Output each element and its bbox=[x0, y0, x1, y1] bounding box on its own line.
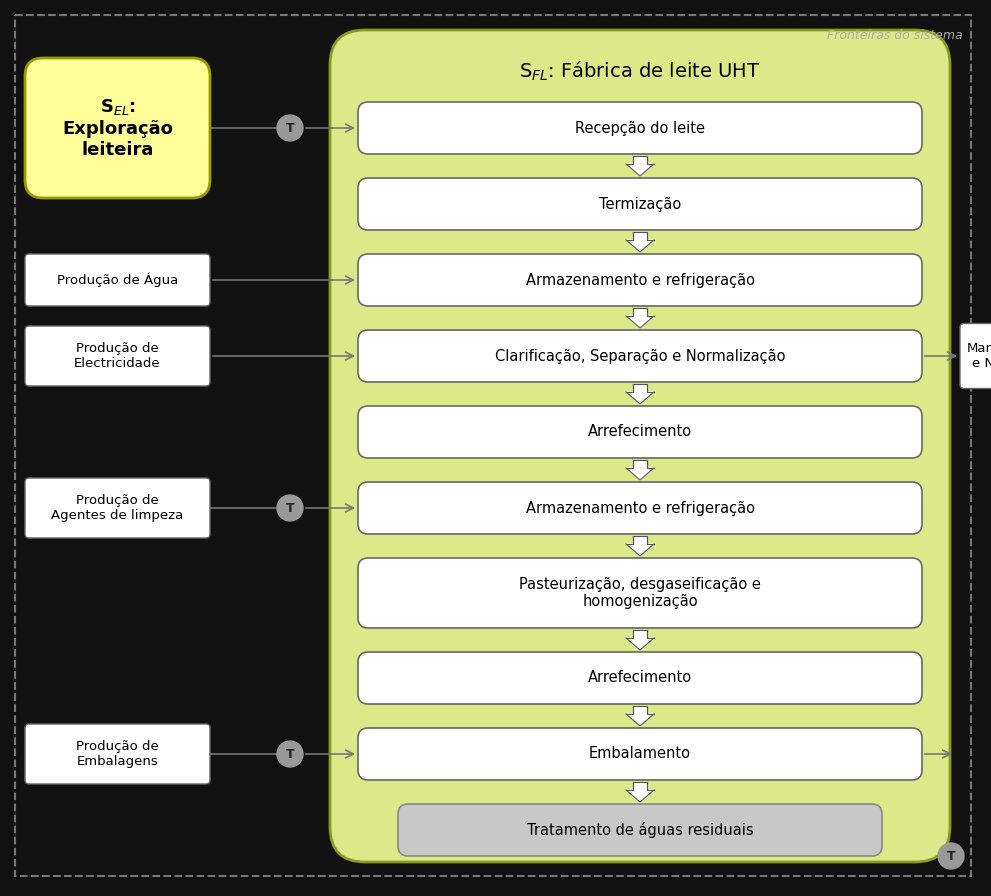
Polygon shape bbox=[626, 790, 654, 802]
FancyBboxPatch shape bbox=[633, 308, 647, 316]
Text: Armazenamento e refrigeração: Armazenamento e refrigeração bbox=[525, 501, 754, 515]
FancyBboxPatch shape bbox=[358, 728, 922, 780]
FancyBboxPatch shape bbox=[358, 482, 922, 534]
FancyBboxPatch shape bbox=[25, 254, 210, 306]
Text: S$_{FL}$: Fábrica de leite UHT: S$_{FL}$: Fábrica de leite UHT bbox=[519, 60, 760, 83]
FancyBboxPatch shape bbox=[25, 724, 210, 784]
Text: Produção de
Agentes de limpeza: Produção de Agentes de limpeza bbox=[52, 494, 183, 522]
Polygon shape bbox=[626, 638, 654, 650]
Text: Fronteiras do sistema: Fronteiras do sistema bbox=[827, 29, 963, 42]
Text: Pasteurização, desgaseificação e
homogenização: Pasteurização, desgaseificação e homogen… bbox=[519, 577, 761, 609]
Text: Embalamento: Embalamento bbox=[589, 746, 691, 762]
Text: Arrefecimento: Arrefecimento bbox=[588, 670, 692, 685]
FancyBboxPatch shape bbox=[633, 460, 647, 468]
FancyBboxPatch shape bbox=[633, 536, 647, 544]
FancyBboxPatch shape bbox=[633, 630, 647, 638]
Circle shape bbox=[277, 741, 303, 767]
Text: T: T bbox=[285, 502, 294, 514]
FancyBboxPatch shape bbox=[330, 30, 950, 862]
FancyBboxPatch shape bbox=[358, 652, 922, 704]
FancyBboxPatch shape bbox=[633, 706, 647, 714]
Polygon shape bbox=[626, 240, 654, 252]
Text: Manteiga
e Natas: Manteiga e Natas bbox=[966, 342, 991, 370]
Polygon shape bbox=[626, 468, 654, 480]
Circle shape bbox=[277, 115, 303, 141]
FancyBboxPatch shape bbox=[358, 406, 922, 458]
FancyBboxPatch shape bbox=[633, 782, 647, 790]
FancyBboxPatch shape bbox=[25, 326, 210, 386]
Polygon shape bbox=[626, 544, 654, 556]
Polygon shape bbox=[626, 392, 654, 404]
FancyBboxPatch shape bbox=[633, 232, 647, 240]
FancyBboxPatch shape bbox=[358, 178, 922, 230]
FancyBboxPatch shape bbox=[398, 804, 882, 856]
FancyBboxPatch shape bbox=[358, 558, 922, 628]
FancyBboxPatch shape bbox=[358, 330, 922, 382]
Text: T: T bbox=[285, 122, 294, 134]
FancyBboxPatch shape bbox=[25, 478, 210, 538]
Text: Produção de Água: Produção de Água bbox=[56, 272, 178, 288]
FancyBboxPatch shape bbox=[633, 384, 647, 392]
Text: Arrefecimento: Arrefecimento bbox=[588, 425, 692, 440]
Polygon shape bbox=[626, 164, 654, 176]
Text: Tratamento de águas residuais: Tratamento de águas residuais bbox=[526, 822, 753, 838]
Text: Produção de
Embalagens: Produção de Embalagens bbox=[76, 740, 159, 768]
FancyBboxPatch shape bbox=[633, 156, 647, 164]
Text: Clarificação, Separação e Normalização: Clarificação, Separação e Normalização bbox=[495, 349, 785, 364]
Circle shape bbox=[938, 843, 964, 869]
Text: Armazenamento e refrigeração: Armazenamento e refrigeração bbox=[525, 272, 754, 288]
FancyBboxPatch shape bbox=[358, 102, 922, 154]
Text: T: T bbox=[285, 747, 294, 761]
Polygon shape bbox=[626, 316, 654, 328]
Text: Recepção do leite: Recepção do leite bbox=[575, 120, 705, 135]
FancyBboxPatch shape bbox=[358, 254, 922, 306]
Text: S$_{EL}$:
Exploração
leiteira: S$_{EL}$: Exploração leiteira bbox=[62, 97, 173, 159]
FancyBboxPatch shape bbox=[25, 58, 210, 198]
Text: Termização: Termização bbox=[599, 196, 681, 211]
Text: Produção de
Electricidade: Produção de Electricidade bbox=[74, 342, 161, 370]
Polygon shape bbox=[626, 714, 654, 726]
Circle shape bbox=[277, 495, 303, 521]
FancyBboxPatch shape bbox=[960, 323, 991, 389]
Text: T: T bbox=[946, 849, 955, 863]
